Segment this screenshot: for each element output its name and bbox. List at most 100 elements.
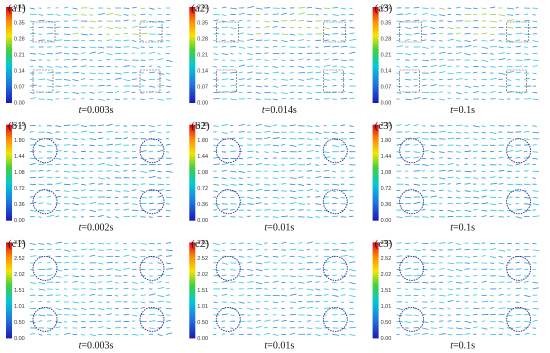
vector [123,19,129,22]
vector [524,295,531,298]
vector [323,269,328,271]
vector [315,281,320,283]
time-label: t=0.1s [450,223,475,234]
vector [80,334,86,336]
vector [148,313,156,316]
vector [439,182,445,185]
vector [515,39,521,41]
vector [55,215,60,218]
colorbar-tick-label: 1.51 [14,288,25,294]
vector [238,12,245,15]
vector [148,176,156,179]
vector [230,131,234,133]
vector [332,282,337,284]
vector [238,294,245,296]
vector [473,39,477,41]
vector [315,164,320,166]
vector [298,242,303,244]
vector [349,7,353,10]
cylinder [139,189,165,215]
vector [89,92,95,94]
vector [396,20,404,23]
cylinder-box [216,69,237,93]
vector [247,215,251,218]
vector [430,183,437,186]
vector [165,294,170,296]
vector [97,13,105,15]
vector [80,65,87,67]
vector [340,294,346,296]
vector [264,151,269,154]
vector [29,84,37,87]
vector [97,281,103,283]
vector [255,85,263,88]
vector [323,202,330,205]
vector [72,7,78,10]
colorbar [372,242,379,339]
vector [481,7,487,10]
vector [456,248,462,251]
vector [55,91,60,93]
vector [332,295,339,297]
vector [405,334,411,337]
vector [148,144,156,147]
vector [46,98,54,101]
vector [349,295,356,298]
vector [38,183,45,186]
colorbar-tick-label: 2.02 [14,272,25,278]
panel-label: (a2) [191,3,209,15]
vector [439,14,446,17]
vector [447,169,453,172]
colorbar-tick-label: 0.42 [381,4,392,10]
vector [464,333,471,335]
vector [323,280,329,283]
vector [532,177,536,179]
vector [272,13,280,15]
vector [498,183,504,185]
vector [63,6,69,9]
vector [430,176,435,179]
vector [72,261,79,264]
vector [464,314,471,317]
vector [490,262,495,264]
vector [405,183,410,186]
vector [255,33,261,35]
vector [55,248,62,251]
vector [481,242,486,244]
vector [106,216,111,218]
vector [97,326,104,329]
vector [281,300,285,303]
vector [532,98,539,101]
vector [148,46,154,48]
vector [349,72,355,75]
vector [490,131,497,135]
vector [238,71,243,74]
vector [63,208,69,211]
panel-label: (c2) [191,238,209,250]
vector [289,275,296,278]
colorbar [189,242,196,339]
vector [413,300,418,303]
vector [447,255,451,257]
vector [315,275,322,277]
vector [272,151,279,154]
vector [413,71,417,74]
vector [349,131,355,134]
vector [97,215,104,218]
vector [481,274,487,277]
vector [422,170,426,172]
vector [255,157,260,160]
vector [490,321,496,323]
vector [55,241,62,244]
vector [281,164,285,166]
vector [524,40,529,42]
vector [72,164,77,166]
vector [473,157,477,159]
vector [148,85,155,88]
vector [238,170,246,174]
vector [165,242,172,244]
vector [439,196,444,199]
vector [29,282,36,284]
vector [80,183,87,186]
vector [272,256,279,258]
